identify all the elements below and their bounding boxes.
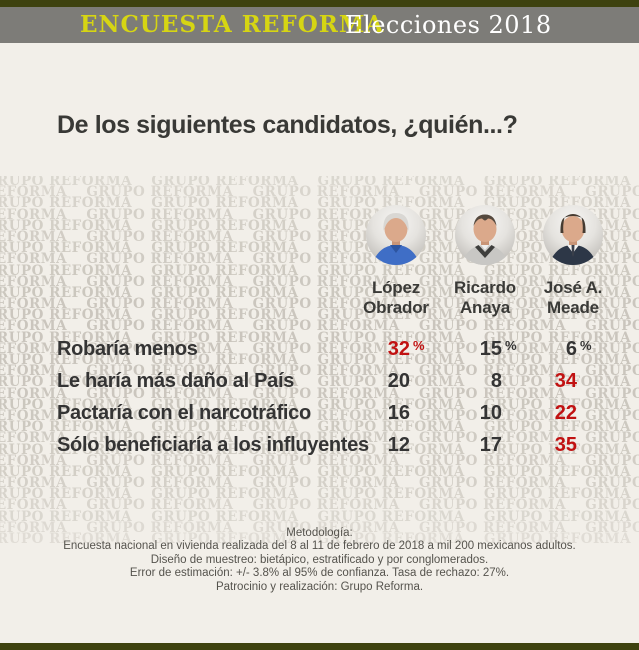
candidate-name-line: Meade bbox=[547, 298, 599, 317]
candidate-name-ricardo-anaya: Ricardo Anaya bbox=[430, 278, 540, 318]
candidate-name-line: Anaya bbox=[459, 298, 511, 317]
watermark-row: GRUPO REFORMA GRUPO REFORMA GRUPO REFORM… bbox=[0, 318, 639, 335]
value-number: 35 bbox=[554, 434, 577, 456]
person-avatar-icon bbox=[548, 214, 598, 265]
row-label: Pactaría con el narcotráfico bbox=[57, 402, 311, 424]
header-bar: ENCUESTA REFORMA Elecciones 2018 bbox=[0, 7, 639, 43]
watermark-row: GRUPO REFORMA GRUPO REFORMA GRUPO REFORM… bbox=[0, 475, 639, 492]
candidate-name-line: José A. bbox=[543, 278, 603, 297]
row-label: Robaría menos bbox=[57, 338, 198, 360]
watermark-row: GRUPO REFORMA GRUPO REFORMA GRUPO REFORM… bbox=[0, 184, 639, 201]
poll-value: 12 bbox=[340, 434, 410, 456]
poll-value: 17 bbox=[432, 434, 502, 456]
watermark-row: GRUPO REFORMA GRUPO REFORMA GRUPO REFORM… bbox=[0, 251, 639, 268]
bottom-border-bar bbox=[0, 643, 639, 650]
row-label: Le haría más daño al País bbox=[57, 370, 295, 392]
methodology-line: Encuesta nacional en vivienda realizada … bbox=[63, 540, 576, 553]
candidate-name-line: Obrador bbox=[363, 298, 429, 317]
person-avatar-icon bbox=[460, 214, 510, 265]
value-number: 6 bbox=[565, 338, 577, 360]
value-number: 17 bbox=[479, 434, 502, 456]
row-label: Sólo beneficiaría a los influyentes bbox=[57, 434, 369, 456]
methodology-line: Error de estimación: +/- 3.8% al 95% de … bbox=[129, 567, 510, 580]
poll-value: 20 bbox=[340, 370, 410, 392]
poll-value: 10 bbox=[432, 402, 502, 424]
watermark-row: GRUPO REFORMA GRUPO REFORMA GRUPO REFORM… bbox=[0, 452, 639, 469]
value-number: 10 bbox=[479, 402, 502, 424]
watermark-row: GRUPO REFORMA GRUPO REFORMA GRUPO REFORM… bbox=[0, 206, 639, 223]
value-number: 34 bbox=[554, 370, 577, 392]
watermark-row: GRUPO REFORMA GRUPO REFORMA GRUPO REFORM… bbox=[0, 497, 639, 514]
percent-sign: % bbox=[505, 338, 517, 353]
poll-value: 16 bbox=[340, 402, 410, 424]
candidate-name-line: López bbox=[371, 278, 421, 297]
poll-value: 6% bbox=[507, 338, 592, 360]
poll-value: 8 bbox=[432, 370, 502, 392]
candidate-photo-ricardo-anaya bbox=[455, 205, 515, 265]
watermark-row: GRUPO REFORMA GRUPO REFORMA GRUPO REFORM… bbox=[0, 240, 639, 257]
candidate-photo-lopez-obrador bbox=[366, 205, 426, 265]
candidate-name-line: Ricardo bbox=[454, 278, 516, 297]
methodology-block: Metodología: Encuesta nacional en vivien… bbox=[0, 527, 639, 594]
poll-value: 32% bbox=[340, 338, 425, 360]
question-title: De los siguientes candidatos, ¿quién...? bbox=[57, 111, 518, 139]
methodology-line: Patrocinio y realización: Grupo Reforma. bbox=[215, 580, 424, 593]
value-number: 20 bbox=[387, 370, 410, 392]
value-number: 15 bbox=[479, 338, 502, 360]
percent-sign: % bbox=[580, 338, 592, 353]
value-number: 32 bbox=[387, 338, 410, 360]
watermark-row: GRUPO REFORMA GRUPO REFORMA GRUPO REFORM… bbox=[0, 195, 639, 212]
top-border-bar bbox=[0, 0, 639, 7]
person-avatar-icon bbox=[371, 213, 421, 265]
watermark-row: GRUPO REFORMA GRUPO REFORMA GRUPO REFORM… bbox=[0, 486, 639, 503]
watermark-row: GRUPO REFORMA GRUPO REFORMA GRUPO REFORM… bbox=[0, 262, 639, 279]
value-number: 8 bbox=[490, 370, 502, 392]
methodology-title: Metodología: bbox=[286, 527, 353, 539]
brand-title: ENCUESTA REFORMA bbox=[80, 11, 385, 38]
percent-sign: % bbox=[413, 338, 425, 353]
poll-value: 15% bbox=[432, 338, 517, 360]
edition-title: Elecciones 2018 bbox=[345, 11, 552, 39]
candidate-name-jose-meade: José A. Meade bbox=[518, 278, 628, 318]
poll-value: 34 bbox=[507, 370, 577, 392]
methodology-line: Diseño de muestreo: bietápico, estratifi… bbox=[150, 553, 489, 566]
watermark-row: GRUPO REFORMA GRUPO REFORMA GRUPO REFORM… bbox=[0, 176, 639, 189]
watermark-row: GRUPO REFORMA GRUPO REFORMA GRUPO REFORM… bbox=[0, 463, 639, 480]
poll-value: 35 bbox=[507, 434, 577, 456]
value-number: 16 bbox=[387, 402, 410, 424]
value-number: 22 bbox=[554, 402, 577, 424]
watermark-row: GRUPO REFORMA GRUPO REFORMA GRUPO REFORM… bbox=[0, 508, 639, 525]
poll-value: 22 bbox=[507, 402, 577, 424]
value-number: 12 bbox=[387, 434, 410, 456]
candidate-name-lopez-obrador: López Obrador bbox=[341, 278, 451, 318]
candidate-photo-jose-meade bbox=[543, 205, 603, 265]
